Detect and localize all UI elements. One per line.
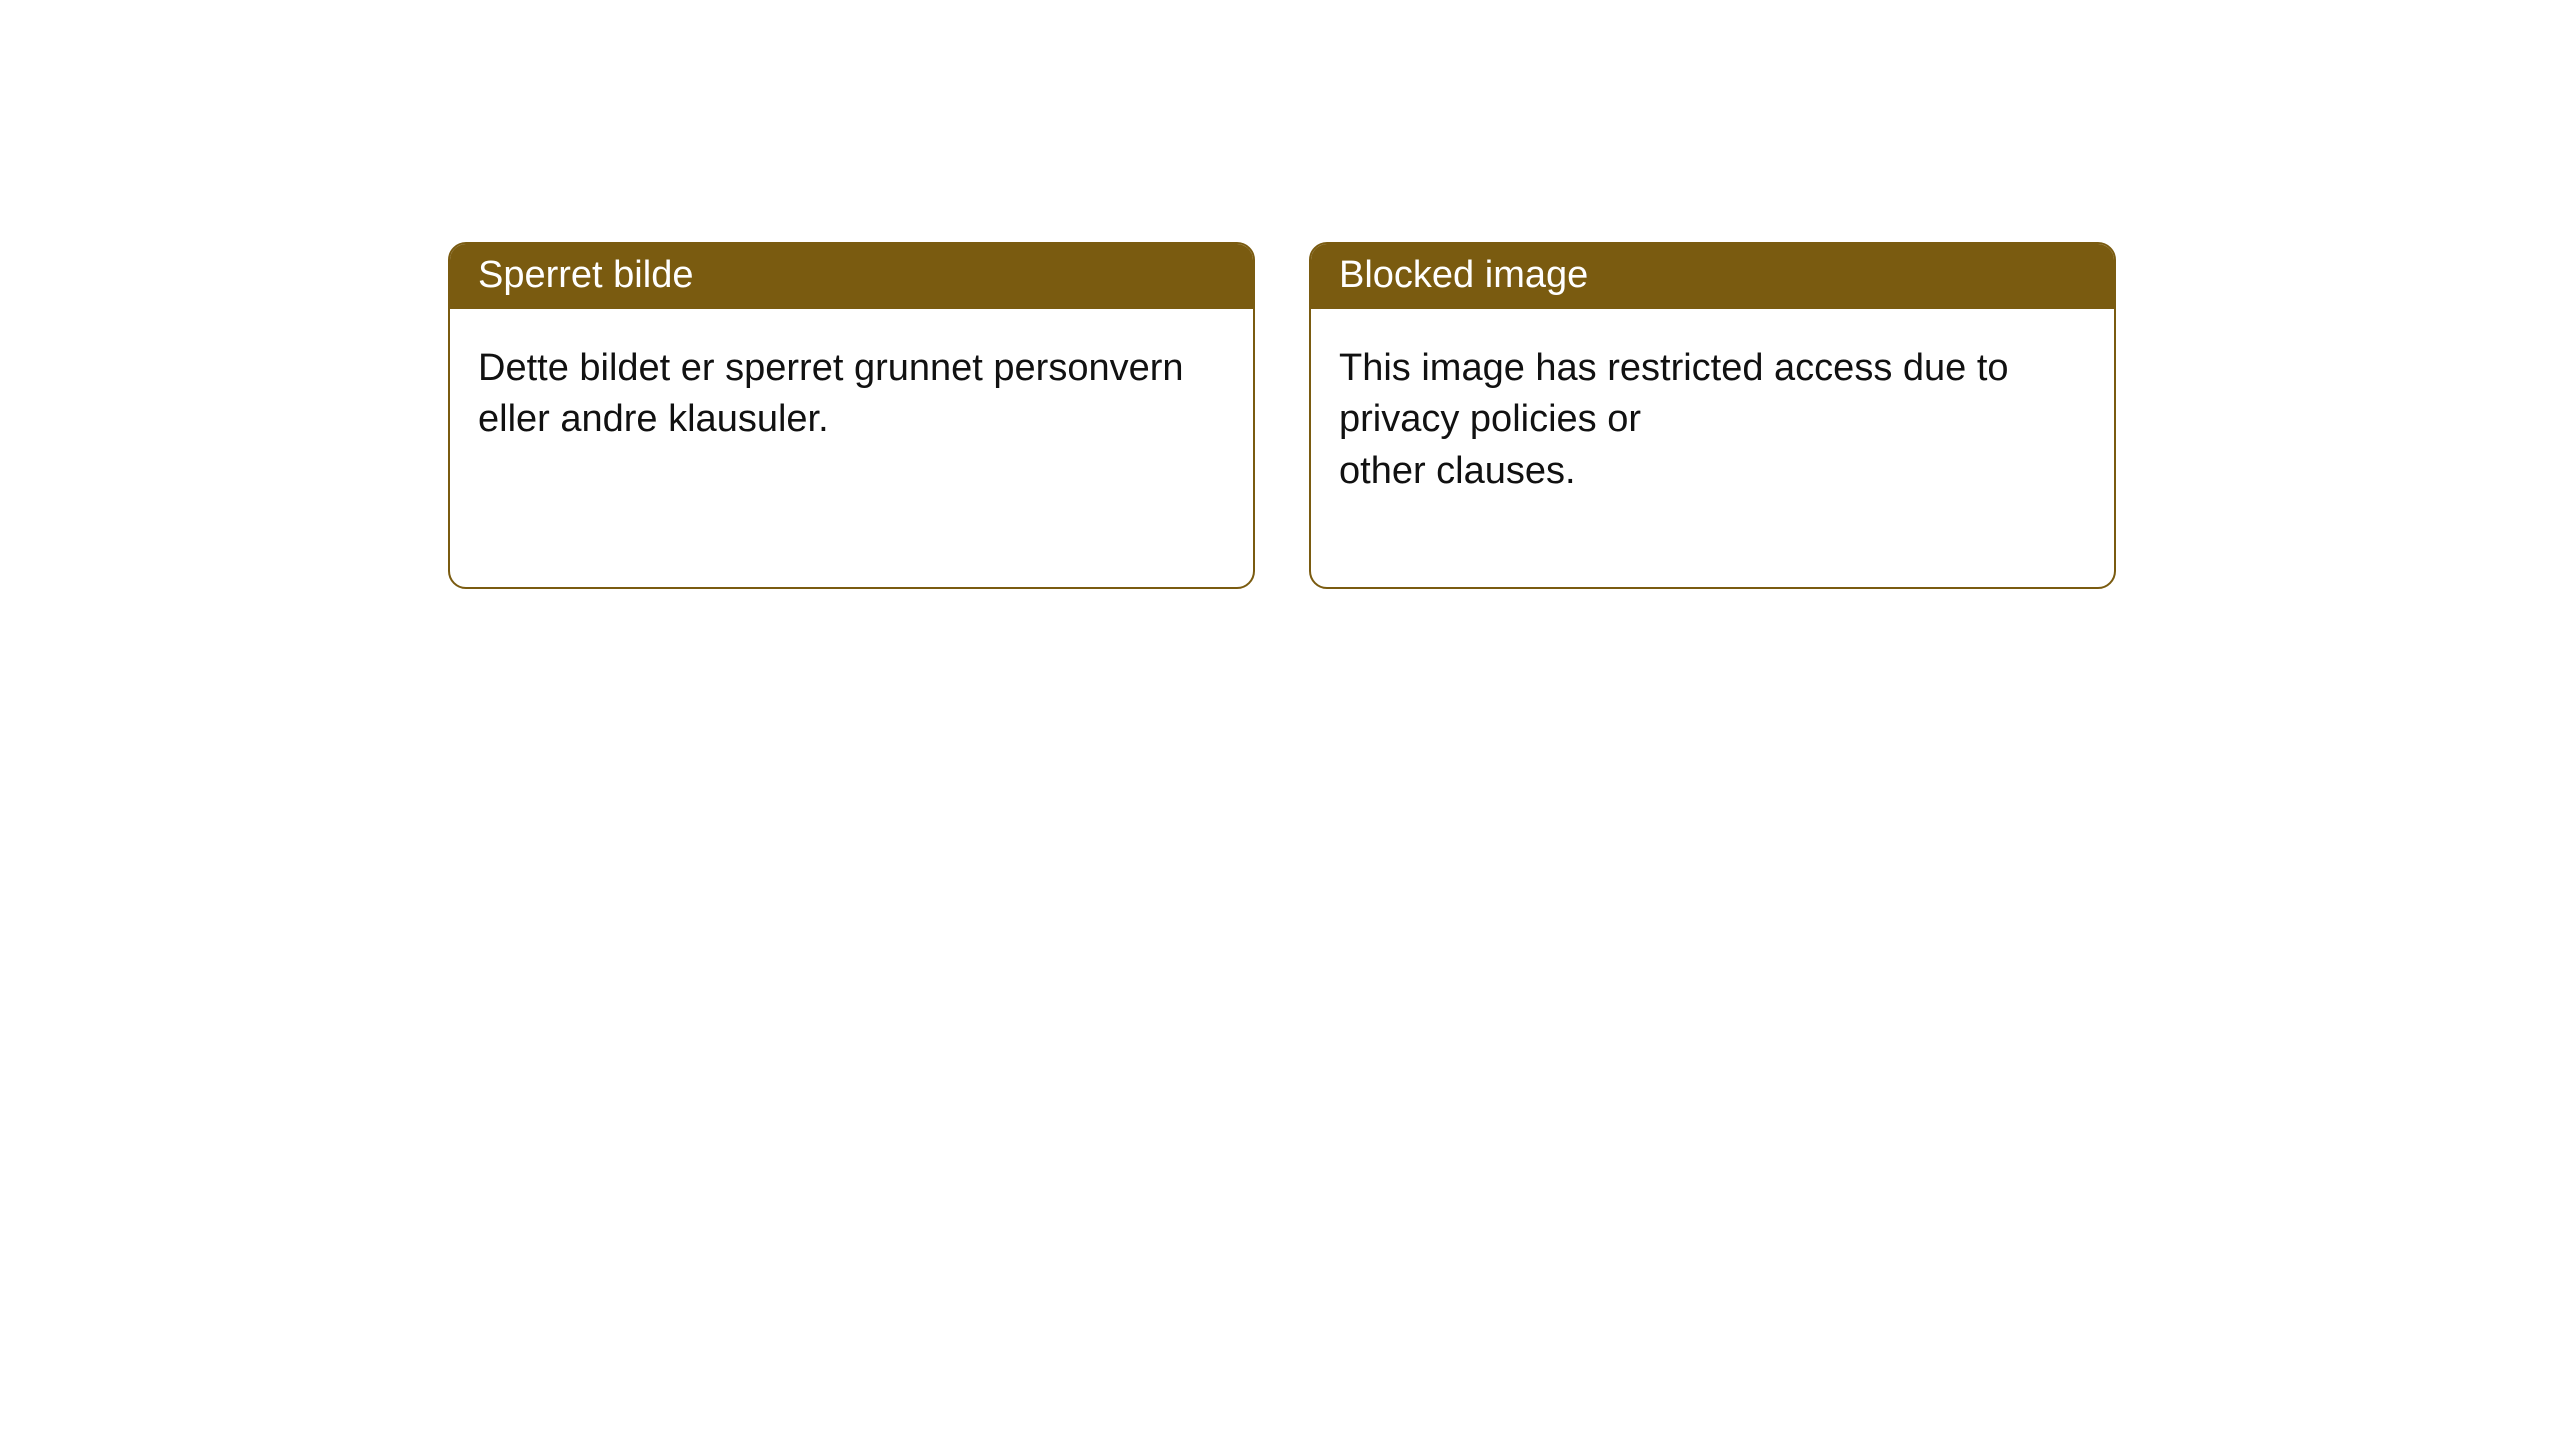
notice-card-english: Blocked image This image has restricted … (1309, 242, 2116, 589)
notice-title: Blocked image (1311, 244, 2114, 309)
notice-container: Sperret bilde Dette bildet er sperret gr… (0, 0, 2560, 589)
notice-title: Sperret bilde (450, 244, 1253, 309)
notice-body: Dette bildet er sperret grunnet personve… (450, 309, 1253, 536)
notice-card-norwegian: Sperret bilde Dette bildet er sperret gr… (448, 242, 1255, 589)
notice-body: This image has restricted access due to … (1311, 309, 2114, 587)
